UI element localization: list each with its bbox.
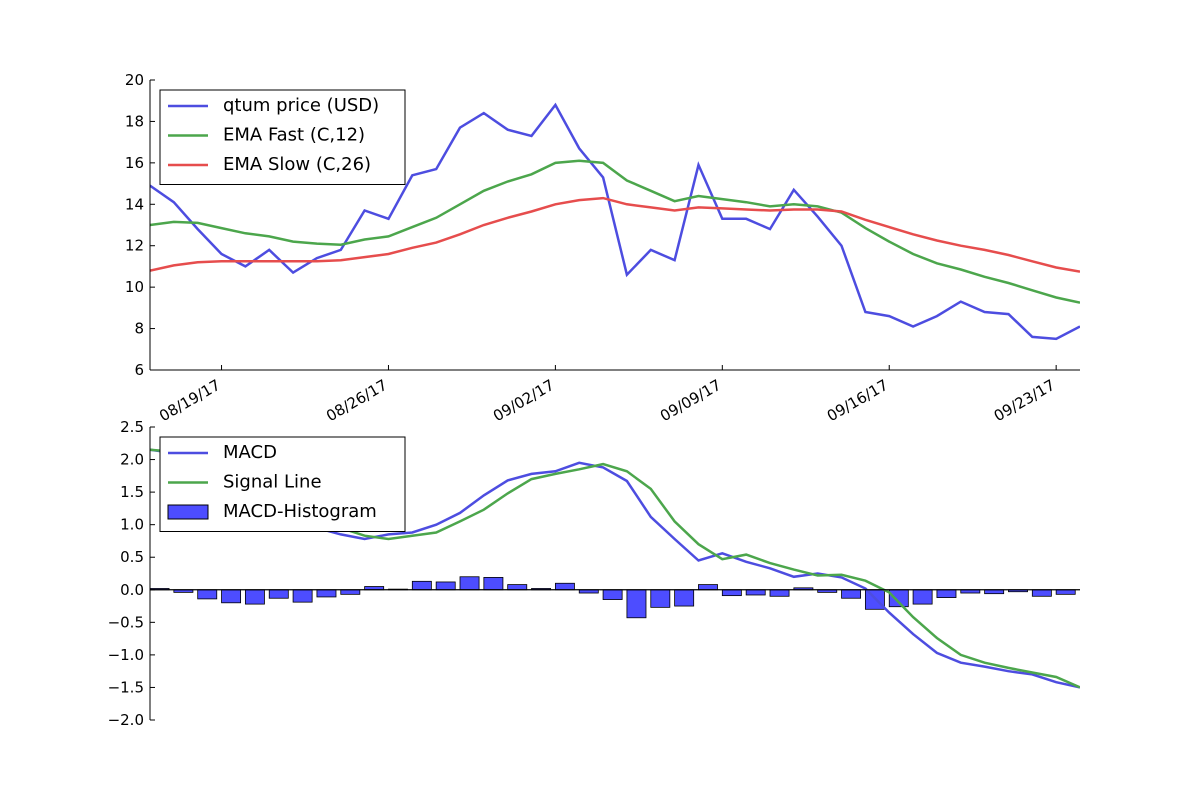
series-line [150,159,1080,304]
y-tick-label: 16 [125,154,144,172]
histogram-bar [602,589,623,600]
histogram-bar [411,580,432,591]
histogram-bar [626,589,647,619]
y-tick-label: −1.5 [108,678,144,696]
legend-label: MACD [223,442,277,463]
histogram-bar [721,589,742,597]
y-tick-label: 0.0 [120,581,144,599]
y-tick-label: 10 [125,278,144,296]
y-tick-label: 2.5 [120,418,144,436]
y-tick-label: 8 [134,320,144,338]
histogram-bar [674,589,695,607]
y-tick-label: 12 [125,237,144,255]
y-tick-label: 14 [125,195,144,213]
histogram-bar [554,582,575,591]
histogram-bar [340,589,361,595]
histogram-bar [650,589,671,608]
x-tick-label: 08/26/17 [323,376,390,425]
series-line [150,196,1080,273]
y-tick-label: 1.5 [120,483,144,501]
histogram-bar [221,589,242,604]
legend-label: MACD-Histogram [223,501,377,522]
histogram-bar [841,589,862,599]
histogram-bar [435,581,456,591]
histogram-bar [507,584,528,591]
series-line [150,102,1080,341]
x-tick-label: 09/16/17 [824,376,891,425]
legend-swatch [167,504,209,520]
legend-frame [159,89,406,185]
histogram-bar [745,589,766,596]
histogram-bar [936,589,957,598]
y-tick-label: −1.0 [108,646,144,664]
x-tick-label: 09/23/17 [991,376,1058,425]
histogram-bar [292,589,313,603]
legend-label: EMA Slow (C,26) [223,154,371,175]
histogram-bar [888,589,909,608]
legend-label: Signal Line [223,472,322,493]
y-tick-label: −2.0 [108,711,144,729]
histogram-bar [1055,589,1076,595]
histogram-bar [244,589,265,605]
legend: qtum price (USD) EMA Fast (C,12) EMA Slow … [159,89,406,185]
histogram-bar [912,589,933,605]
y-tick-label: 6 [134,361,144,379]
y-tick-label: 2.0 [120,451,144,469]
x-tick-label: 09/02/17 [490,376,557,425]
x-tick-label: 08/19/17 [156,376,223,425]
histogram-bar [268,589,289,599]
histogram-bar [769,589,790,597]
axes: 6 8 10 12 14 16 18 20 08/19/17 08/26/17 09/02/17 09… [125,71,1080,425]
x-tick-label: 09/09/17 [657,376,724,425]
histogram-bar [197,589,218,600]
y-tick-label: 0.5 [120,548,144,566]
plot-area [150,102,1080,341]
y-tick-label: 1.0 [120,516,144,534]
histogram-bar [316,589,337,598]
y-tick-label: −0.5 [108,613,144,631]
legend-label: EMA Fast (C,12) [223,125,365,146]
histogram-bar [459,576,480,591]
legend-label: qtum price (USD) [223,95,379,116]
y-tick-label: 18 [125,112,144,130]
legend: MACD Signal Line MACD-Histogram [159,436,406,532]
histogram-bar [483,577,504,591]
histogram-bar [1031,589,1052,597]
y-tick-label: 20 [125,71,144,89]
histogram-bar [698,584,718,591]
axes: −2.0 −1.5 −1.0 −0.5 0.0 0.5 1.0 1.5 2.0 2.5 MACD Si… [108,418,1080,729]
